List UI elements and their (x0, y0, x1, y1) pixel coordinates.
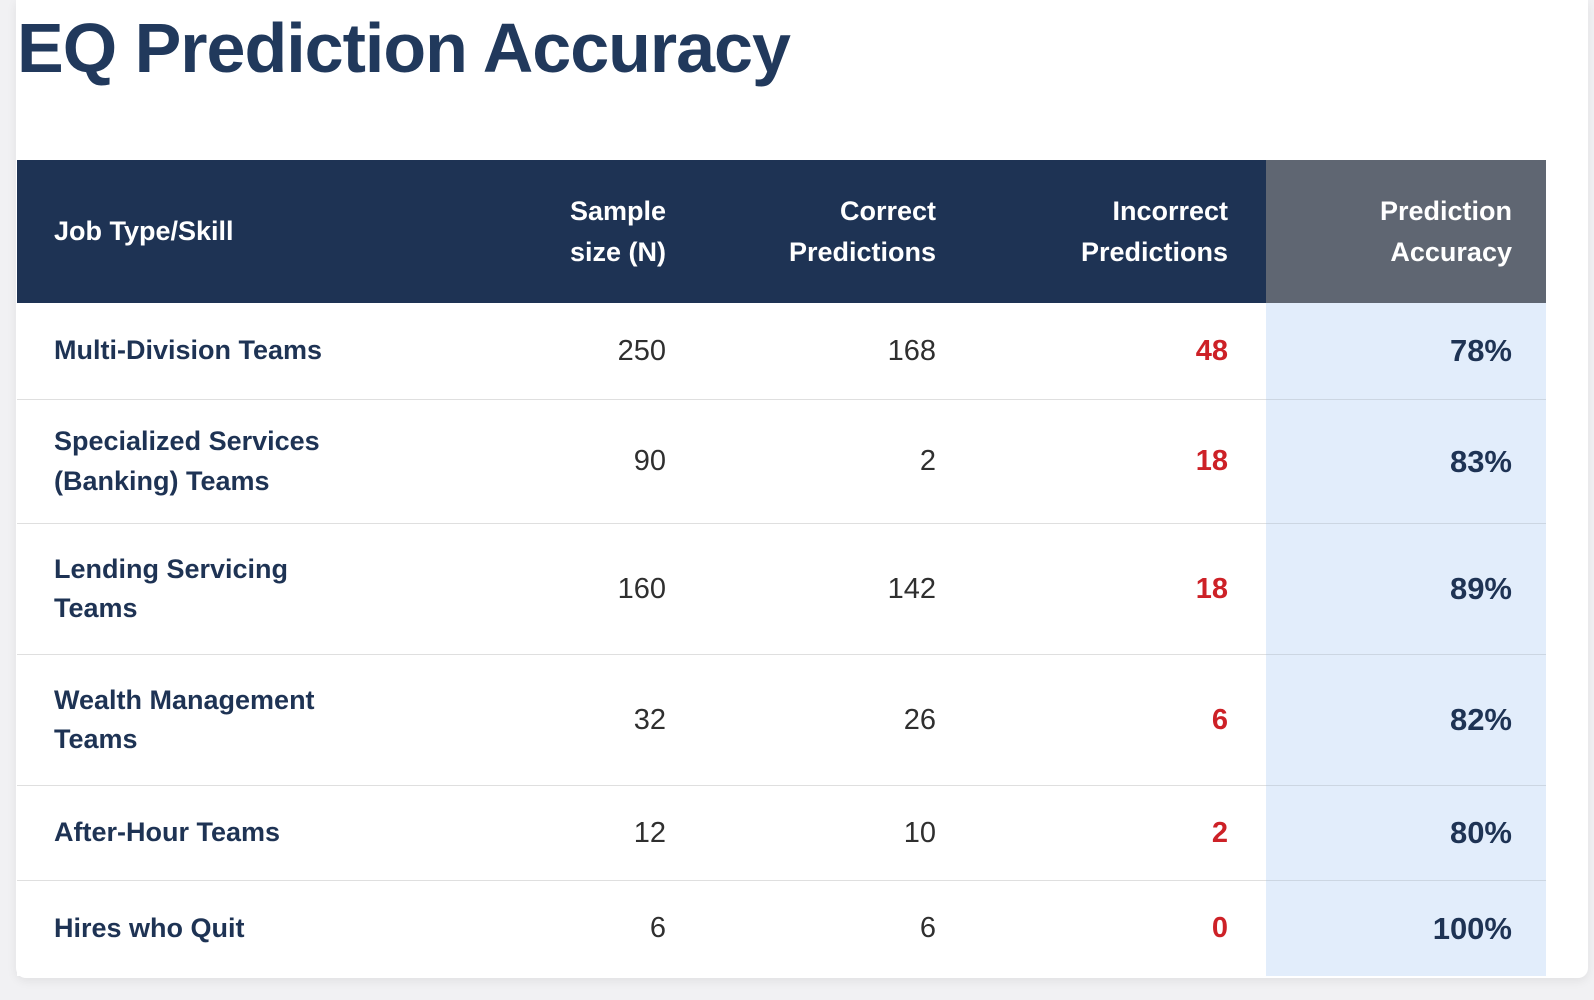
table-row: Hires who Quit 6 6 0 100% (17, 880, 1546, 976)
table-row: Wealth Management Teams 32 26 6 82% (17, 654, 1546, 785)
header-prediction-accuracy: Prediction Accuracy (1266, 160, 1546, 303)
cell-sample-size: 32 (414, 654, 696, 785)
cell-prediction-accuracy: 82% (1266, 654, 1546, 785)
table-header-row: Job Type/Skill Sample size (N) Correct P… (17, 160, 1546, 303)
cell-job-type: Wealth Management Teams (17, 654, 414, 785)
cell-job-type: Multi-Division Teams (17, 303, 414, 399)
cell-sample-size: 160 (414, 523, 696, 654)
page-title: EQ Prediction Accuracy (17, 9, 791, 87)
cell-incorrect-predictions: 18 (966, 523, 1266, 654)
cell-correct-predictions: 10 (696, 785, 966, 880)
cell-sample-size: 12 (414, 785, 696, 880)
cell-sample-size: 250 (414, 303, 696, 399)
header-incorrect-predictions: Incorrect Predictions (966, 160, 1266, 303)
header-sample-size: Sample size (N) (414, 160, 696, 303)
accuracy-table: Job Type/Skill Sample size (N) Correct P… (17, 160, 1546, 976)
table-row: After-Hour Teams 12 10 2 80% (17, 785, 1546, 880)
cell-prediction-accuracy: 80% (1266, 785, 1546, 880)
table-row: Lending Servicing Teams 160 142 18 89% (17, 523, 1546, 654)
table-row: Specialized Services (Banking) Teams 90 … (17, 399, 1546, 523)
cell-prediction-accuracy: 83% (1266, 399, 1546, 523)
cell-prediction-accuracy: 100% (1266, 880, 1546, 976)
cell-job-type: Hires who Quit (17, 880, 414, 976)
cell-correct-predictions: 26 (696, 654, 966, 785)
cell-job-type: Specialized Services (Banking) Teams (17, 399, 414, 523)
header-correct-predictions: Correct Predictions (696, 160, 966, 303)
cell-prediction-accuracy: 78% (1266, 303, 1546, 399)
cell-incorrect-predictions: 0 (966, 880, 1266, 976)
cell-incorrect-predictions: 2 (966, 785, 1266, 880)
cell-correct-predictions: 6 (696, 880, 966, 976)
cell-correct-predictions: 142 (696, 523, 966, 654)
cell-prediction-accuracy: 89% (1266, 523, 1546, 654)
cell-job-type: Lending Servicing Teams (17, 523, 414, 654)
cell-sample-size: 90 (414, 399, 696, 523)
table-row: Multi-Division Teams 250 168 48 78% (17, 303, 1546, 399)
cell-correct-predictions: 2 (696, 399, 966, 523)
cell-sample-size: 6 (414, 880, 696, 976)
cell-incorrect-predictions: 18 (966, 399, 1266, 523)
header-job-type: Job Type/Skill (17, 160, 414, 303)
cell-correct-predictions: 168 (696, 303, 966, 399)
cell-incorrect-predictions: 48 (966, 303, 1266, 399)
cell-incorrect-predictions: 6 (966, 654, 1266, 785)
cell-job-type: After-Hour Teams (17, 785, 414, 880)
